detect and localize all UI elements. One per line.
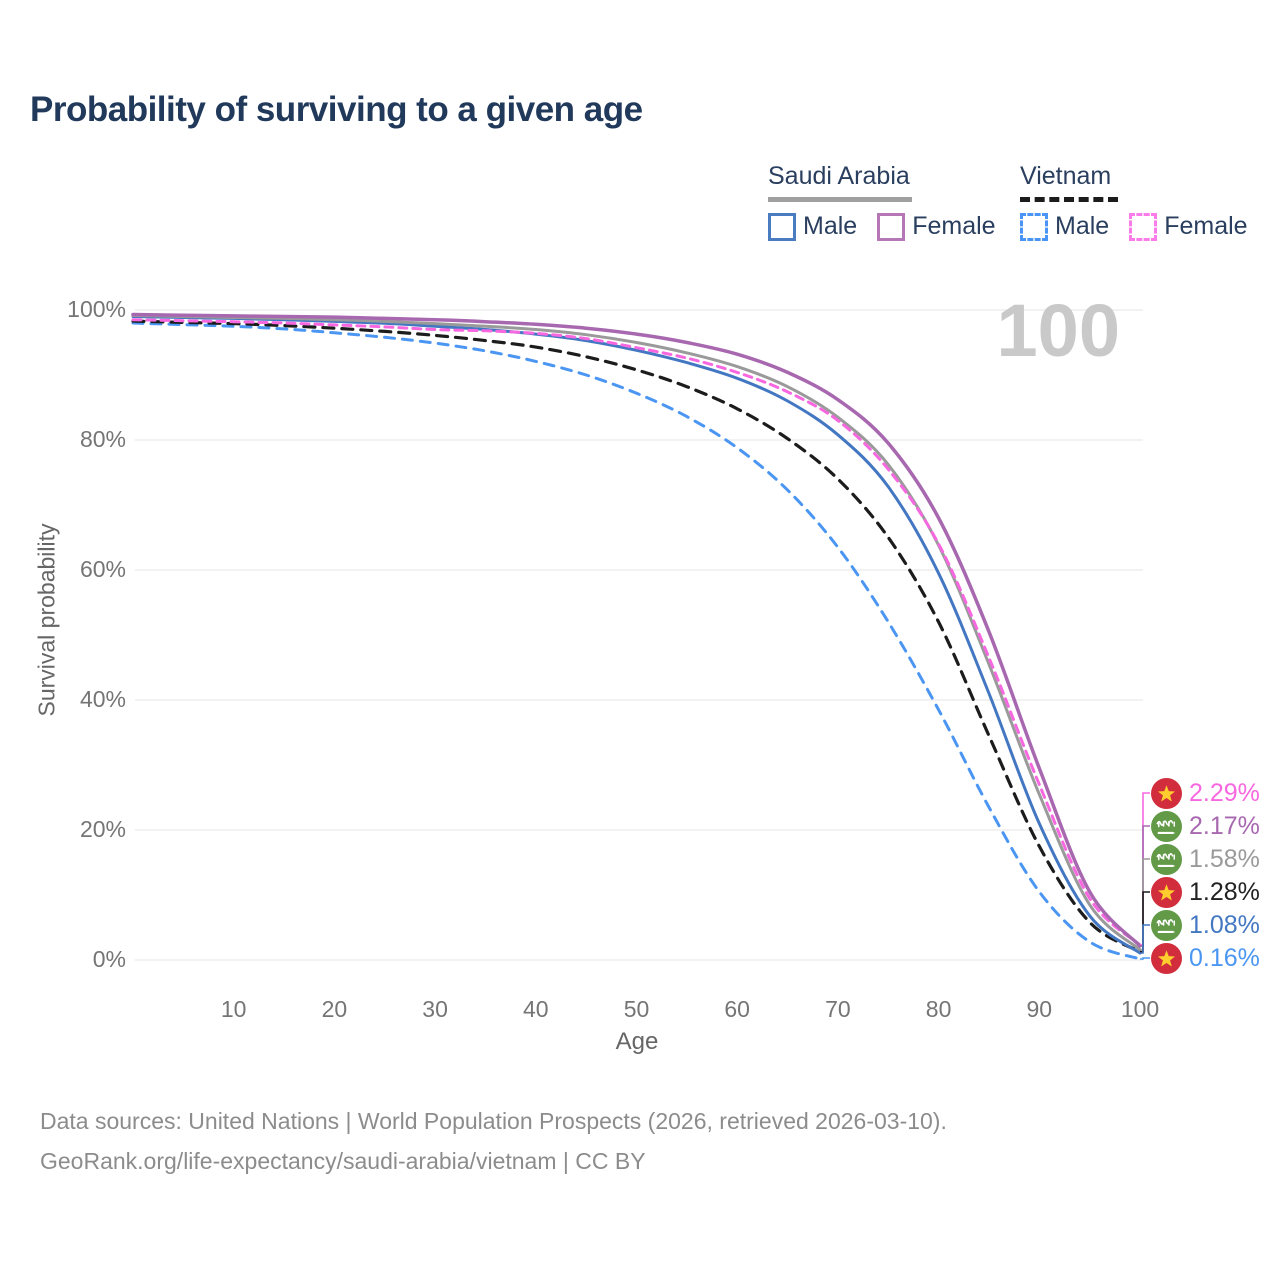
end-label-vietnam-both-sexes: 1.28% — [1151, 876, 1260, 908]
saudi-female-swatch — [877, 212, 906, 241]
legend-item-vietnam-male[interactable]: Male — [1020, 212, 1109, 241]
vietnam-male-swatch — [1020, 212, 1048, 241]
series-line-saudi-arabia-female[interactable] — [131, 312, 1142, 948]
legend-item-label: Male — [1055, 212, 1110, 240]
saudi-series-line-swatch — [768, 197, 912, 202]
x-tick-label: 50 — [623, 996, 650, 1022]
vietnam-series-line-swatch — [1020, 197, 1118, 202]
legend-item-saudi-male[interactable]: Male — [768, 212, 857, 241]
attribution-link-text: GeoRank.org/life-expectancy/saudi-arabia… — [40, 1148, 646, 1174]
x-tick-label: 100 — [1120, 996, 1160, 1022]
end-label-vietnam-male: 0.16% — [1151, 942, 1260, 974]
y-tick-label: 80% — [79, 426, 126, 452]
legend-item-label: Female — [912, 212, 996, 240]
legend-item-label: Female — [1164, 212, 1248, 240]
legend-group-saudi-arabia: Saudi Arabia Male Female — [768, 162, 1016, 241]
x-tick-label: 30 — [422, 996, 448, 1022]
end-label-value: 1.28% — [1189, 877, 1260, 906]
end-label-value: 0.16% — [1189, 943, 1260, 972]
data-sources-text: Data sources: United Nations | World Pop… — [40, 1108, 947, 1134]
series-line-saudi-arabia-both-sexes[interactable] — [131, 314, 1142, 952]
y-tick-label: 40% — [79, 686, 126, 712]
end-label-value: 1.58% — [1189, 844, 1260, 873]
x-tick-label: 70 — [825, 996, 851, 1022]
x-tick-label: 20 — [321, 996, 348, 1022]
flag-icon-vietnam — [1151, 942, 1182, 974]
x-tick-label: 10 — [220, 996, 247, 1022]
flag-icon-saudi-arabia — [1151, 909, 1182, 941]
leader-line — [1140, 858, 1150, 951]
legend-item-saudi-female[interactable]: Female — [877, 212, 996, 241]
series-line-vietnam-female[interactable] — [131, 318, 1142, 947]
y-tick-label: 100% — [67, 296, 126, 322]
vietnam-female-swatch — [1129, 212, 1158, 241]
legend-item-label: Male — [803, 212, 858, 240]
y-tick-label: 60% — [79, 556, 126, 582]
flag-icon-saudi-arabia — [1151, 810, 1182, 842]
end-label-value: 2.17% — [1189, 811, 1260, 840]
flag-icon-vietnam — [1151, 876, 1182, 908]
end-label-vietnam-female: 2.29% — [1151, 777, 1260, 809]
y-tick-label: 20% — [79, 816, 126, 842]
legend-country-vietnam[interactable]: Vietnam — [1020, 162, 1268, 202]
leader-line — [1140, 924, 1150, 954]
leader-line — [1140, 825, 1150, 947]
x-tick-label: 60 — [724, 996, 750, 1022]
legend-country-label: Saudi Arabia — [768, 162, 910, 190]
legend-country-label: Vietnam — [1020, 162, 1112, 190]
end-label-saudi-arabia-both-sexes: 1.58% — [1151, 843, 1260, 875]
end-label-saudi-arabia-female: 2.17% — [1151, 810, 1260, 842]
leader-line — [1140, 891, 1150, 953]
legend-country-saudi-arabia[interactable]: Saudi Arabia — [768, 162, 1016, 202]
x-tick-label: 80 — [925, 996, 952, 1022]
page-title: Probability of surviving to a given age — [30, 90, 643, 129]
end-label-saudi-arabia-male: 1.08% — [1151, 909, 1260, 941]
series-line-vietnam-both-sexes[interactable] — [131, 319, 1142, 954]
saudi-male-swatch — [768, 212, 796, 241]
series-line-vietnam-male[interactable] — [131, 321, 1142, 961]
leader-line — [1140, 792, 1150, 946]
flag-icon-saudi-arabia — [1151, 843, 1182, 875]
end-label-value: 2.29% — [1189, 778, 1260, 807]
flag-icon-vietnam — [1151, 777, 1182, 809]
y-tick-label: 0% — [92, 946, 126, 972]
legend-item-vietnam-female[interactable]: Female — [1129, 212, 1248, 241]
legend-group-vietnam: Vietnam Male Female — [1020, 162, 1268, 241]
hovered-age-watermark: 100 — [996, 289, 1120, 372]
end-label-value: 1.08% — [1189, 910, 1260, 939]
leader-line — [1140, 957, 1150, 960]
x-tick-label: 90 — [1026, 996, 1053, 1022]
x-tick-label: 40 — [523, 996, 549, 1022]
x-axis-title: Age — [615, 1028, 659, 1055]
